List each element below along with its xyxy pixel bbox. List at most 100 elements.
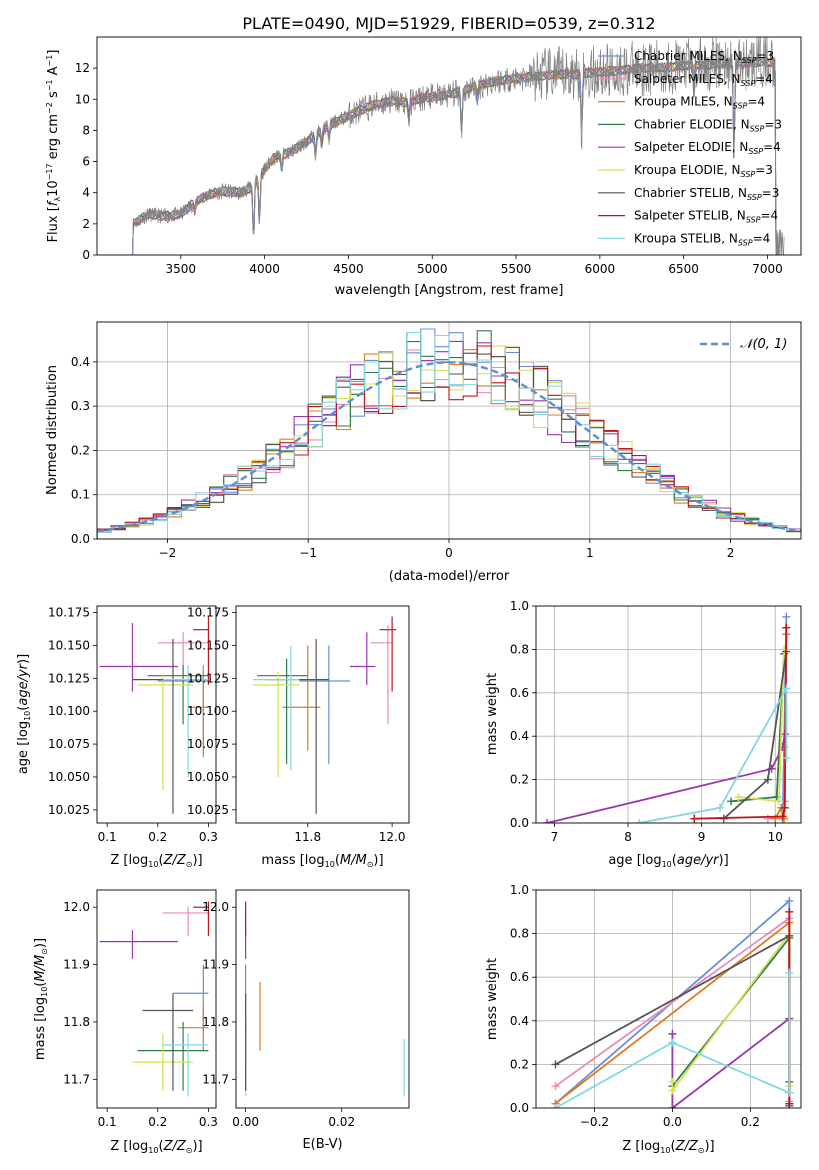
x-axis-label: (data-model)/error: [389, 569, 510, 584]
y-axis-label: Flux [fλ10−17 erg cm−2 s−1 A−1]: [45, 50, 62, 243]
y-tick-label: 0.2: [510, 773, 529, 787]
x-tick-label: 10: [768, 830, 783, 844]
mass-weight-marker: [668, 1086, 677, 1095]
x-tick-label: 0.02: [328, 1115, 355, 1129]
x-tick-label: 0: [445, 546, 453, 560]
axes-frame: [96, 889, 217, 1109]
x-axis-label: wavelength [Angstrom, rest frame]: [335, 283, 564, 298]
y-tick-label: 10.050: [48, 770, 90, 784]
x-tick-label: 6500: [668, 262, 699, 276]
y-tick-label: 0.2: [71, 443, 90, 457]
y-tick-label: 1.0: [510, 599, 529, 613]
x-axis-label: Z [log10(Z/Z⊙)]: [110, 853, 202, 869]
y-tick-label: 10.150: [187, 638, 229, 652]
x-tick-label: 0.0: [663, 1115, 682, 1129]
x-tick-label: 3500: [166, 262, 197, 276]
legend-entry: Kroupa ELODIE, NSSP=3: [634, 163, 773, 179]
y-tick-label: 1.0: [510, 883, 529, 897]
y-tick-label: 11.8: [63, 1015, 90, 1029]
y-tick-label: 11.9: [202, 958, 229, 972]
z-vs-mass-panel: 0.1 0.2 0.3 11.7 11.8 11.9 12.0 Z [log10(Z/Z⊙)]…: [33, 889, 218, 1155]
legend-entry: Chabrier MILES, NSSP=3: [634, 49, 774, 65]
legend-entry: Salpeter MILES, NSSP=4: [634, 72, 773, 88]
legend-entry: Salpeter ELODIE, NSSP=4: [634, 140, 781, 156]
model-spectrum-line: [131, 57, 781, 255]
residual-histogram-step: [97, 345, 801, 539]
spectrum-legend: Chabrier MILES, NSSP=3 Salpeter MILES, NS…: [598, 49, 782, 247]
x-axis-label: age [log10(age/yr)]: [608, 853, 728, 869]
normal-distribution-curve: [97, 361, 801, 533]
legend-entry: Salpeter STELIB, NSSP=4: [634, 209, 778, 225]
y-tick-label: 10.025: [187, 803, 229, 817]
y-tick-label: 10.100: [48, 704, 90, 718]
y-tick-label: 12.0: [202, 900, 229, 914]
x-tick-label: 4500: [333, 262, 364, 276]
x-tick-label: 11.8: [294, 830, 321, 844]
y-tick-label: 10.125: [187, 671, 229, 685]
figure-title: PLATE=0490, MJD=51929, FIBERID=0539, z=0…: [242, 14, 655, 33]
x-tick-label: −1: [299, 546, 317, 560]
mass-weight-marker: [551, 1104, 560, 1108]
x-tick-label: 4000: [249, 262, 280, 276]
x-axis-label: mass [log10(M/M⊙)]: [261, 853, 383, 869]
legend-entry: Chabrier STELIB, NSSP=3: [634, 186, 779, 202]
y-tick-label: 10.075: [187, 737, 229, 751]
y-tick-label: 2: [82, 217, 90, 231]
y-tick-label: 0.6: [510, 686, 529, 700]
y-axis-label: age [log10(age/yr)]: [16, 654, 32, 774]
x-axis-label: E(B-V): [302, 1137, 342, 1152]
x-tick-label: 6000: [585, 262, 616, 276]
x-axis-label: Z [log10(Z/Z⊙)]: [622, 1139, 714, 1155]
mass-weight-marker: [785, 896, 794, 905]
y-tick-label: 6: [82, 155, 90, 169]
y-tick-label: 10.050: [187, 770, 229, 784]
x-tick-label: −2: [159, 546, 177, 560]
plot-area: [536, 890, 801, 1108]
x-tick-label: 0.3: [199, 830, 218, 844]
axes-frame: [535, 605, 802, 824]
mass-weight-line: [555, 972, 791, 1108]
x-axis-label: Z [log10(Z/Z⊙)]: [110, 1139, 202, 1155]
axes-frame: [96, 605, 217, 824]
mass-weight-marker: [782, 684, 791, 693]
mass-weight-marker: [668, 1104, 677, 1108]
y-tick-label: 10.100: [187, 704, 229, 718]
y-tick-label: 0.0: [71, 532, 90, 546]
ebv-vs-mass-panel: 0.00 0.02 11.7 11.8 11.9 12.0 E(B-V): [202, 889, 410, 1152]
x-tick-label: 9: [698, 830, 706, 844]
y-tick-label: 12: [75, 61, 90, 75]
y-tick-label: 11.9: [63, 958, 90, 972]
legend-entry: Kroupa MILES, NSSP=4: [634, 95, 765, 111]
y-tick-label: 10.175: [187, 606, 229, 620]
mass-weight-marker: [763, 814, 772, 823]
residuals-histogram-panel: −2 −1 0 1 2 0.0 0.1 0.2 0.3 0.4 (data-model)/error…: [45, 321, 802, 584]
x-tick-label: 1: [586, 546, 594, 560]
y-tick-label: 10: [75, 92, 90, 106]
x-tick-label: 5500: [501, 262, 532, 276]
age-vs-mass-weight-panel: 7 8 9 10 0.0 0.2 0.4 0.6 0.8 1.0 age [log10(age/yr…: [485, 599, 802, 869]
plot-area: [99, 901, 210, 1097]
mass-weight-marker: [782, 753, 791, 762]
y-tick-label: 10.075: [48, 737, 90, 751]
mass-weight-marker: [668, 1077, 677, 1086]
x-tick-label: 0.2: [148, 830, 167, 844]
y-tick-label: 0.4: [71, 355, 90, 369]
mass-weight-marker: [635, 819, 644, 823]
y-tick-label: 0.1: [71, 488, 90, 502]
axes-frame: [535, 889, 802, 1109]
y-tick-label: 0.2: [510, 1057, 529, 1071]
x-tick-label: 5000: [417, 262, 448, 276]
mass-weight-marker: [727, 797, 736, 806]
x-tick-label: 0.3: [199, 1115, 218, 1129]
mass-weight-marker: [782, 612, 791, 621]
x-tick-label: −0.2: [580, 1115, 609, 1129]
mass-weight-marker: [785, 968, 794, 977]
y-axis-label: Normed distribution: [45, 365, 60, 495]
y-tick-label: 0.4: [510, 729, 529, 743]
y-axis-label: mass weight: [485, 673, 500, 755]
z-vs-mass-weight-panel: −0.2 0.0 0.2 0.0 0.2 0.4 0.6 0.8 1.0 Z [log10(Z/Z…: [485, 883, 802, 1155]
y-tick-label: 10.125: [48, 671, 90, 685]
y-tick-label: 8: [82, 123, 90, 137]
mass-weight-marker: [782, 623, 791, 632]
mass-weight-marker: [551, 1082, 560, 1091]
